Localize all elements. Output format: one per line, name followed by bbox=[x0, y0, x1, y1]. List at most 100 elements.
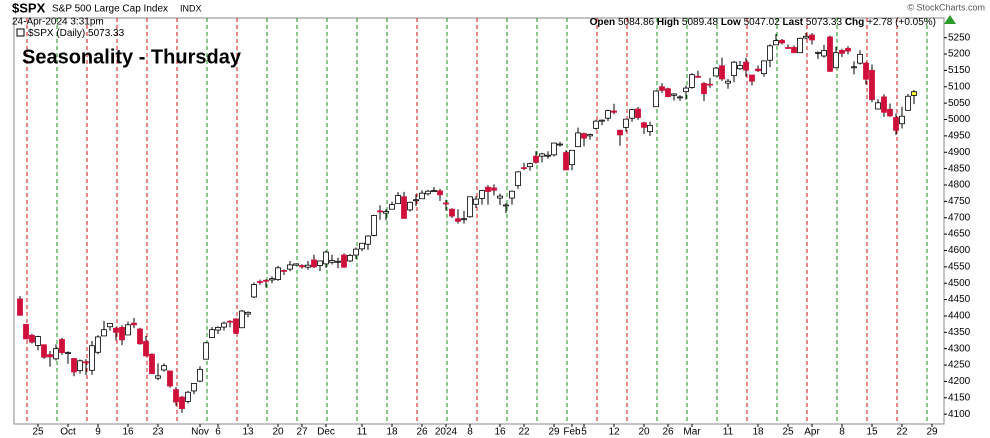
candle-body bbox=[383, 211, 389, 214]
x-tick-label: 26 bbox=[416, 427, 428, 438]
candle-body bbox=[659, 86, 665, 91]
quote-value: 5084.86 bbox=[618, 17, 655, 28]
candle-body bbox=[317, 260, 323, 266]
candle-body bbox=[479, 190, 485, 199]
x-tick-label: 11 bbox=[357, 427, 368, 438]
candle-body bbox=[581, 133, 587, 139]
y-tick-label: 4250 bbox=[948, 360, 971, 371]
x-tick-label: Dec bbox=[317, 427, 335, 438]
candle-body bbox=[587, 134, 593, 137]
candle-body bbox=[749, 74, 755, 82]
candle-body bbox=[887, 108, 893, 117]
candle-body bbox=[683, 87, 689, 93]
y-tick-label: 4350 bbox=[948, 327, 971, 338]
candle-body bbox=[569, 149, 575, 166]
candle-body bbox=[455, 218, 461, 222]
x-tick-label: 29 bbox=[548, 427, 560, 438]
x-tick-label: 16 bbox=[122, 427, 134, 438]
y-tick-label: 4800 bbox=[948, 180, 971, 191]
candle-body bbox=[779, 39, 785, 44]
candle-body bbox=[185, 391, 191, 402]
x-tick-label: 23 bbox=[152, 427, 164, 438]
y-tick-label: 4900 bbox=[948, 147, 971, 158]
candle-body bbox=[359, 242, 365, 250]
candle-body bbox=[641, 122, 647, 128]
candle-body bbox=[59, 339, 65, 354]
x-tick-label: 5 bbox=[581, 427, 587, 438]
y-tick-label: 4200 bbox=[948, 376, 971, 387]
candle-body bbox=[329, 260, 335, 263]
quote-label: Last bbox=[783, 17, 804, 28]
y-tick-label: 4450 bbox=[948, 294, 971, 305]
candle-body bbox=[473, 198, 479, 205]
y-tick-label: 4600 bbox=[948, 245, 971, 256]
candle-body bbox=[863, 62, 869, 80]
quote-value: 5047.02 bbox=[744, 17, 781, 28]
candle-body bbox=[671, 93, 677, 96]
quote: Open 5084.86 High 5089.48 Low 5047.02 La… bbox=[590, 17, 936, 28]
candle-body bbox=[299, 265, 305, 268]
candle-body bbox=[725, 80, 731, 84]
candle-body bbox=[191, 382, 197, 392]
candle-body bbox=[263, 279, 269, 282]
candle-body bbox=[233, 318, 239, 334]
candle-body bbox=[743, 61, 749, 71]
candle-body bbox=[539, 153, 545, 157]
quote-label: Chg bbox=[845, 17, 864, 28]
candle-body bbox=[911, 91, 917, 96]
candle-body bbox=[443, 202, 449, 205]
candle-body bbox=[149, 353, 155, 374]
y-tick-label: 5150 bbox=[948, 65, 971, 76]
x-tick-label: Nov bbox=[191, 427, 209, 438]
candle-body bbox=[269, 278, 275, 281]
x-tick-label: 8 bbox=[467, 427, 473, 438]
y-tick-label: 5100 bbox=[948, 81, 971, 92]
candle-body bbox=[485, 186, 491, 192]
candle-body bbox=[161, 365, 167, 371]
candle-body bbox=[227, 320, 233, 323]
legend-label: $SPX (Daily) 5073.33 bbox=[28, 28, 125, 39]
y-tick-label: 4400 bbox=[948, 311, 971, 322]
candle-body bbox=[353, 248, 359, 256]
candle-body bbox=[287, 264, 293, 270]
candle-body bbox=[53, 348, 59, 360]
candle-body bbox=[551, 142, 557, 156]
y-tick-label: 5250 bbox=[948, 32, 971, 43]
y-tick-label: 4150 bbox=[948, 392, 971, 403]
candle-body bbox=[509, 190, 515, 199]
candle-body bbox=[305, 264, 311, 268]
candle-body bbox=[323, 251, 329, 265]
candle-body bbox=[101, 329, 107, 337]
y-tick-label: 5050 bbox=[948, 98, 971, 109]
y-tick-label: 4850 bbox=[948, 163, 971, 174]
candle-body bbox=[833, 52, 839, 69]
candle-body bbox=[545, 154, 551, 157]
candle-body bbox=[65, 352, 71, 355]
x-tick-label: 20 bbox=[638, 427, 650, 438]
legend-swatch bbox=[16, 28, 25, 37]
candle-body bbox=[521, 167, 527, 170]
x-tick-label: 6 bbox=[215, 427, 221, 438]
quote-label: Open bbox=[590, 17, 616, 28]
candle-body bbox=[557, 143, 563, 146]
candle-body bbox=[257, 281, 263, 283]
y-tick-label: 4650 bbox=[948, 229, 971, 240]
candle-body bbox=[809, 34, 815, 41]
candle-body bbox=[815, 51, 821, 54]
candle-body bbox=[899, 115, 905, 125]
x-tick-label: 27 bbox=[296, 427, 308, 438]
timestamp: 24-Apr-2024 3:31pm bbox=[12, 17, 104, 28]
candle-body bbox=[35, 336, 41, 346]
candle-body bbox=[107, 323, 113, 328]
candle-body bbox=[629, 109, 635, 119]
candle-body bbox=[851, 66, 857, 69]
candle-body bbox=[251, 284, 257, 298]
candle-body bbox=[821, 50, 827, 57]
candle-body bbox=[599, 119, 605, 122]
watermark: © StockCharts.com bbox=[907, 2, 985, 12]
candle-body bbox=[215, 327, 221, 331]
x-tick-label: 16 bbox=[494, 427, 506, 438]
candle-body bbox=[605, 110, 611, 119]
y-tick-label: 4300 bbox=[948, 343, 971, 354]
candle-body bbox=[83, 361, 89, 364]
